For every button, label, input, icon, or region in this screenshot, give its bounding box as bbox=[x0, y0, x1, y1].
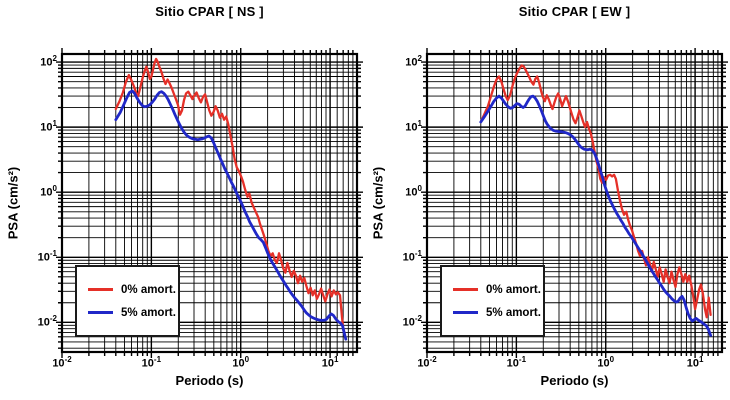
plot-ns-y-axis-label: PSA (cm/s²) bbox=[5, 166, 21, 240]
x-tick-label: 10-2 bbox=[52, 355, 72, 370]
red-line-swatch bbox=[453, 288, 478, 291]
x-tick-label: 10-2 bbox=[417, 355, 437, 370]
legend-label-5pct: 5% amort. bbox=[121, 306, 176, 319]
series-line-0pct-amort bbox=[114, 57, 346, 335]
y-tick-label: 10-2 bbox=[37, 314, 57, 329]
y-tick-label: 100 bbox=[40, 184, 57, 199]
plot-ns-legend: 0% amort. 5% amort. bbox=[75, 265, 180, 337]
x-tick-label: 100 bbox=[597, 355, 615, 370]
series-line-5pct-amort bbox=[479, 94, 712, 337]
plot-ns-x-axis-label: Periodo (s) bbox=[175, 373, 244, 388]
x-tick-label: 101 bbox=[686, 355, 704, 370]
y-tick-label: 10-2 bbox=[402, 314, 422, 329]
x-tick-label: 100 bbox=[232, 355, 250, 370]
y-tick-label: 101 bbox=[405, 119, 422, 134]
grid-lines bbox=[426, 54, 722, 352]
series-line-5pct-amort bbox=[114, 89, 348, 341]
y-tick-label: 101 bbox=[40, 119, 57, 134]
blue-line-swatch bbox=[88, 311, 113, 314]
legend-label-5pct: 5% amort. bbox=[486, 306, 541, 319]
tick-marks bbox=[421, 48, 728, 358]
x-tick-label: 10-1 bbox=[141, 355, 162, 370]
legend-row: 5% amort. bbox=[77, 307, 178, 319]
blue-line-swatch bbox=[453, 311, 478, 314]
y-tick-label: 10-1 bbox=[37, 249, 57, 264]
plot-ns-title: Sitio CPAR [ NS ] bbox=[155, 4, 264, 19]
plot-ew-x-axis-label: Periodo (s) bbox=[540, 373, 609, 388]
legend-row: 5% amort. bbox=[442, 307, 543, 319]
legend-label-0pct: 0% amort. bbox=[486, 283, 541, 296]
plot-ns: Sitio CPAR [ NS ] PSA (cm/s²) Periodo (s… bbox=[5, 4, 363, 388]
plot-border bbox=[60, 52, 359, 354]
y-tick-label: 102 bbox=[40, 54, 57, 69]
y-tick-label: 102 bbox=[405, 54, 422, 69]
y-tick-label: 10-1 bbox=[402, 249, 422, 264]
plot-ew-title: Sitio CPAR [ EW ] bbox=[518, 4, 631, 19]
y-tick-label: 100 bbox=[405, 184, 422, 199]
legend-row: 0% amort. bbox=[442, 284, 543, 296]
x-tick-label: 10-1 bbox=[506, 355, 527, 370]
tick-marks bbox=[56, 48, 363, 358]
legend-row: 0% amort. bbox=[77, 284, 178, 296]
red-line-swatch bbox=[88, 288, 113, 291]
plot-ew-y-axis-label: PSA (cm/s²) bbox=[370, 166, 386, 240]
plot-border bbox=[425, 52, 724, 354]
plot-ew: Sitio CPAR [ EW ] PSA (cm/s²) Periodo (s… bbox=[365, 0, 730, 400]
legend-label-0pct: 0% amort. bbox=[121, 283, 176, 296]
plot-ew-legend: 0% amort. 5% amort. bbox=[440, 265, 545, 337]
plot-ns-canvas bbox=[56, 48, 363, 358]
x-tick-label: 101 bbox=[321, 355, 339, 370]
plot-ew-canvas bbox=[421, 48, 728, 358]
